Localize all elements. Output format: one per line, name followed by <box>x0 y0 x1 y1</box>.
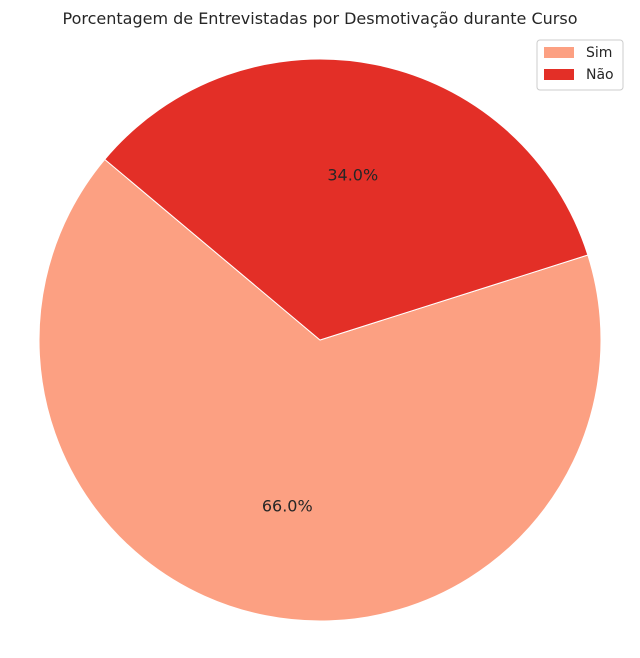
pie-slice-sim <box>38 158 602 622</box>
legend: Sim Não <box>536 39 624 91</box>
legend-label: Sim <box>586 45 612 61</box>
pie-slice-nao <box>104 58 589 341</box>
legend-label: Não <box>586 67 614 83</box>
chart-title: Porcentagem de Entrevistadas por Desmoti… <box>62 9 577 28</box>
pie-slices <box>38 58 602 622</box>
pie-percent-labels: 66.0% 34.0% <box>262 166 378 516</box>
pie-percent-label: 66.0% <box>262 496 313 515</box>
legend-swatch <box>544 69 574 80</box>
pie-percent-label: 34.0% <box>327 166 378 185</box>
legend-swatch <box>544 47 574 58</box>
